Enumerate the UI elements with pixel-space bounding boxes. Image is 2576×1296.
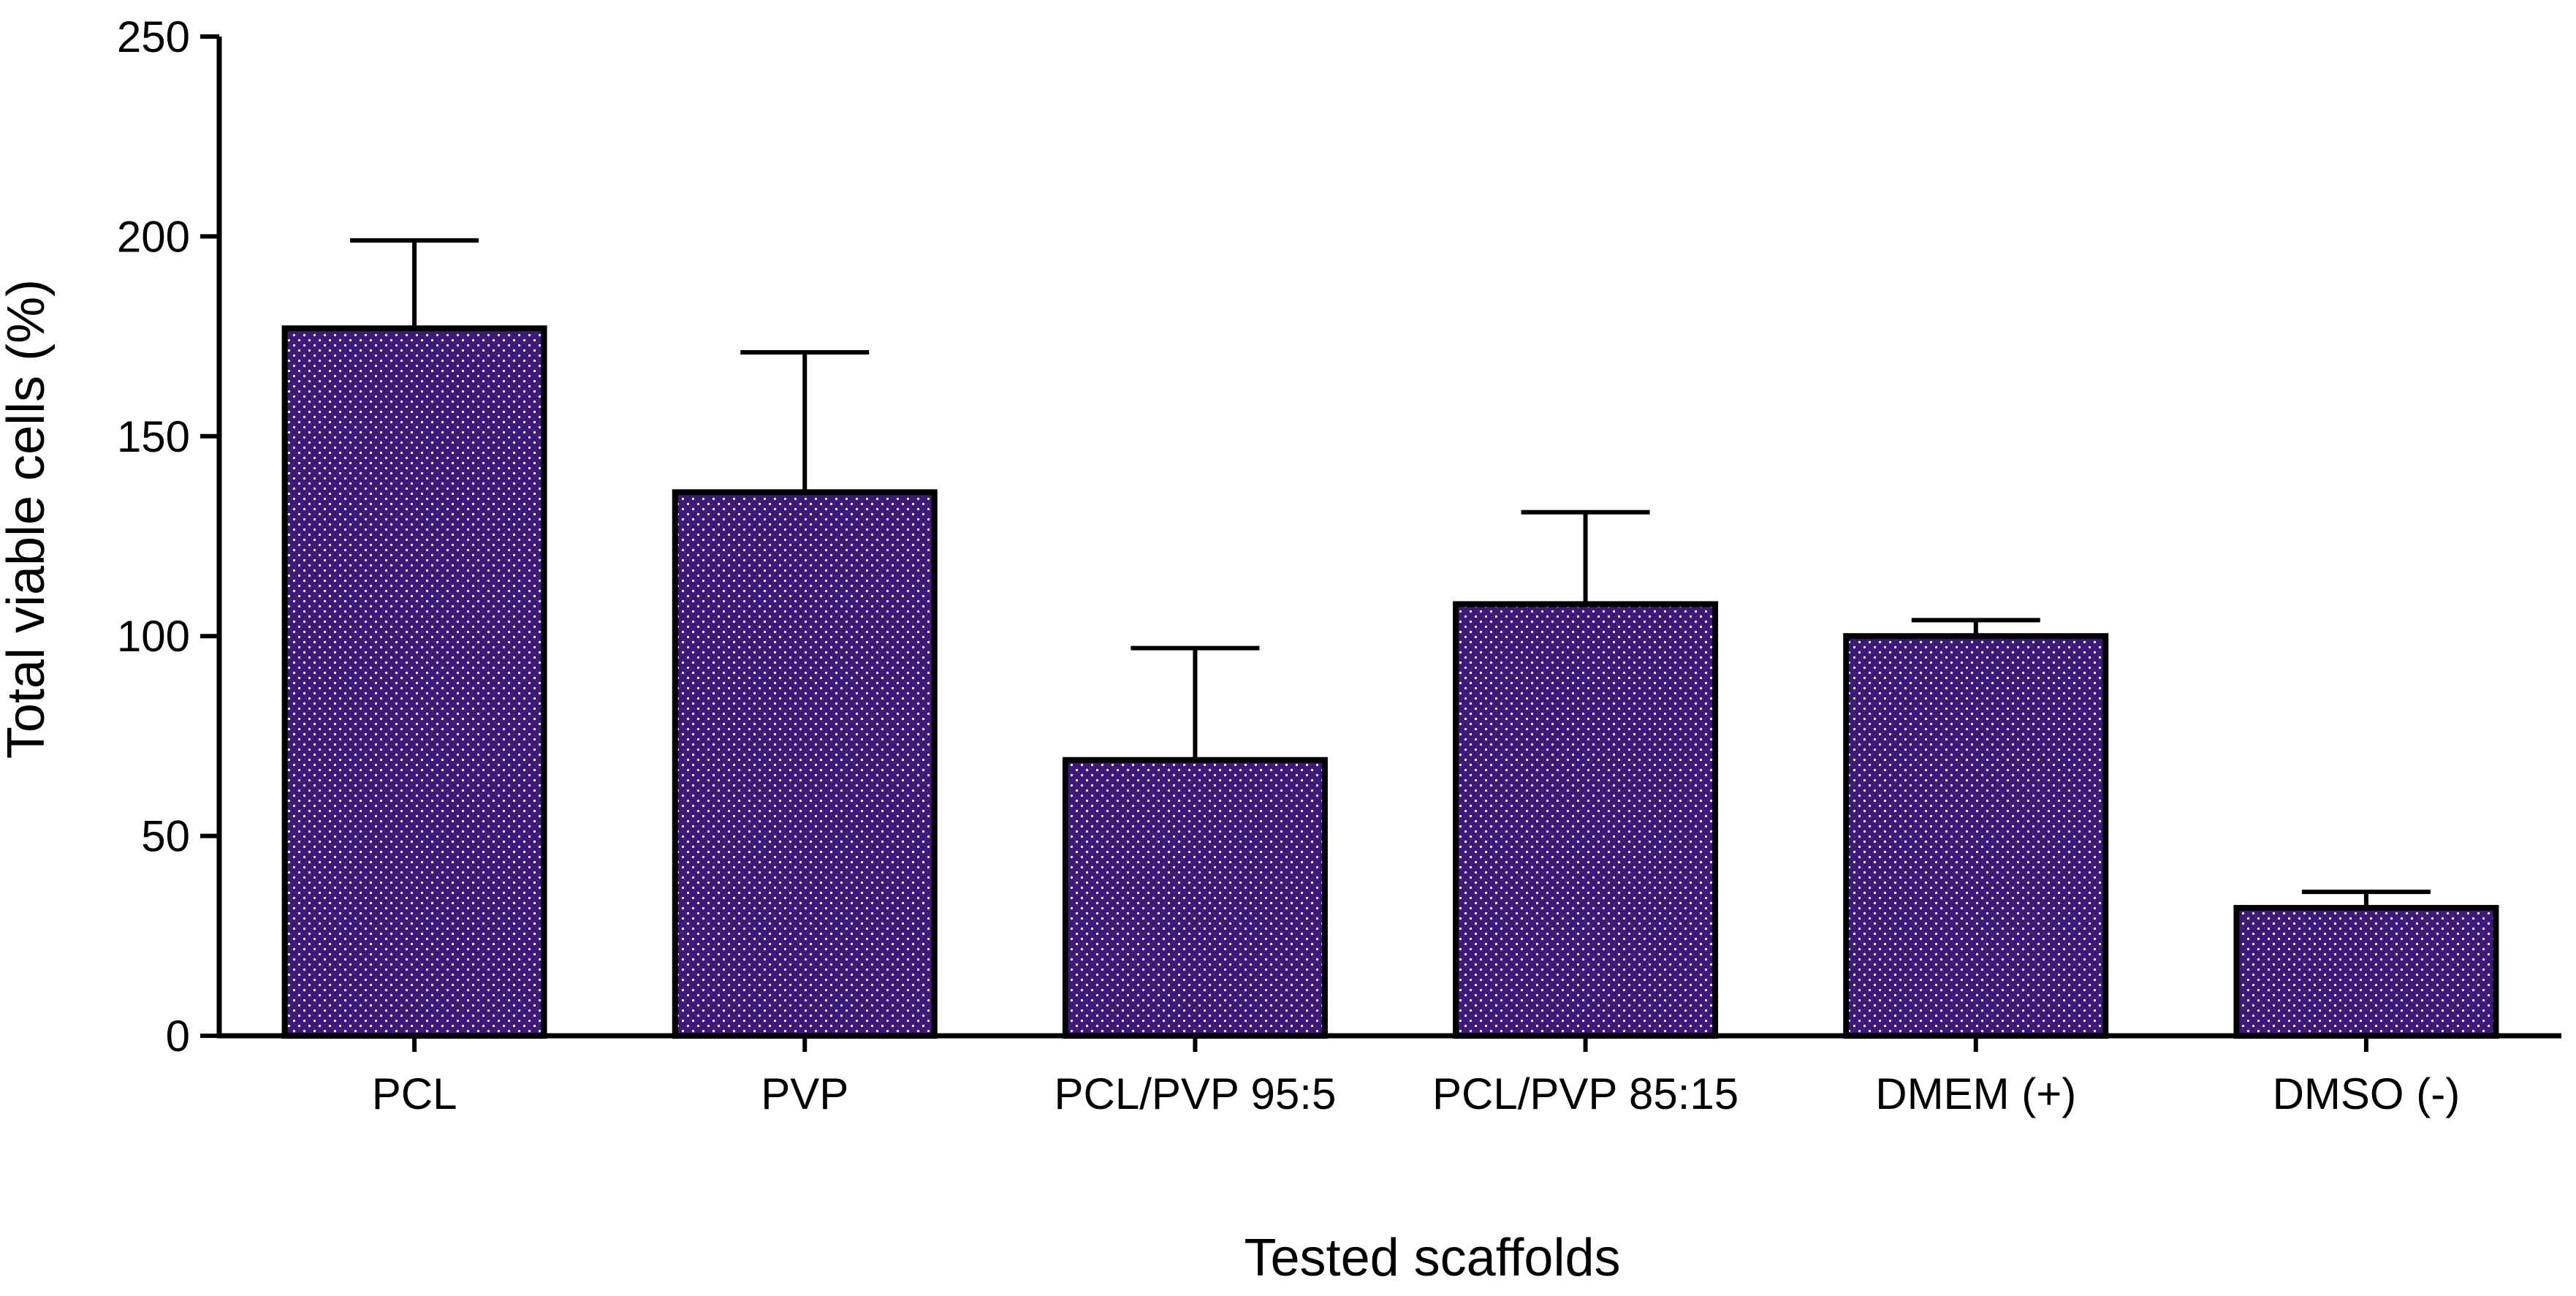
bar: [672, 489, 938, 1039]
y-tick-label: 150: [117, 412, 190, 461]
x-tick-label: PCL: [372, 1069, 457, 1118]
y-axis-title: Total viable cells (%): [0, 279, 56, 759]
bar: [281, 325, 547, 1039]
x-tick-label: PCL/PVP 85:15: [1432, 1069, 1739, 1118]
x-axis-title: Tested scaffolds: [1245, 1229, 1621, 1287]
x-tick-label: DMEM (+): [1875, 1069, 2076, 1118]
y-tick-label: 50: [141, 812, 190, 861]
x-tick-label: PVP: [761, 1069, 848, 1118]
bars: [281, 325, 2499, 1039]
bar: [1453, 601, 1719, 1039]
error-bars: [350, 238, 2431, 909]
bar: [1062, 757, 1328, 1039]
y-ticks: 0 50 100 150 200 250: [117, 12, 219, 1061]
y-tick-label: 0: [166, 1012, 190, 1061]
y-tick-label: 200: [117, 212, 190, 261]
x-tick-label: PCL/PVP 95:5: [1055, 1069, 1337, 1118]
x-tick-label: DMSO (-): [2273, 1069, 2461, 1118]
x-ticks: PCL PVP PCL/PVP 95:5 PCL/PVP 85:15 DMEM (+) D…: [372, 1036, 2461, 1118]
bar: [1843, 633, 2109, 1039]
y-tick-label: 250: [117, 12, 190, 61]
axes: [216, 37, 2561, 1039]
bar: [2233, 905, 2499, 1039]
y-tick-label: 100: [117, 612, 190, 661]
